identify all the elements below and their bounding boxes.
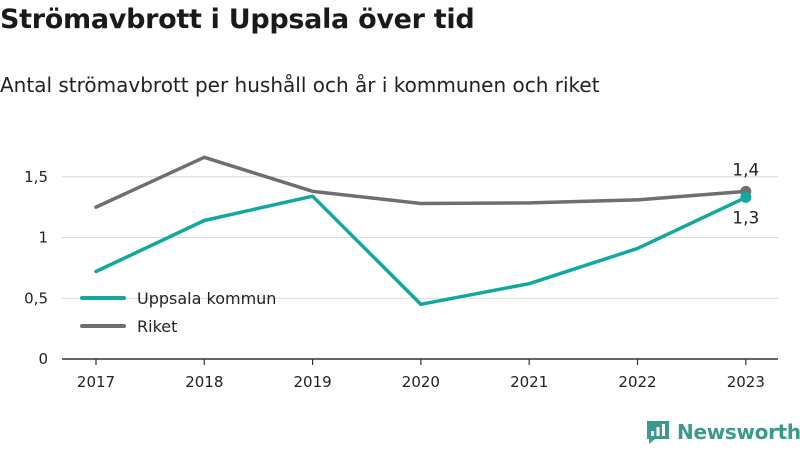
y-tick-label: 1,5 bbox=[24, 168, 48, 186]
x-tick-label: 2021 bbox=[510, 373, 548, 391]
brand-logo: Newsworthy bbox=[645, 419, 800, 445]
y-tick-label: 1 bbox=[38, 229, 48, 247]
brand-name: Newsworthy bbox=[677, 420, 800, 444]
x-tick-label: 2022 bbox=[618, 373, 656, 391]
series-line-uppsala-kommun bbox=[94, 194, 748, 307]
x-tick-label: 2019 bbox=[294, 373, 332, 391]
y-tick-label: 0 bbox=[38, 350, 48, 368]
legend-label-uppsala-kommun: Uppsala kommun bbox=[137, 289, 276, 308]
x-tick-label: 2020 bbox=[402, 373, 440, 391]
chart-subtitle: Antal strömavbrott per hushåll och år i … bbox=[0, 73, 600, 97]
chart-title: Strömavbrott i Uppsala över tid bbox=[0, 4, 475, 35]
x-tick-label: 2017 bbox=[77, 373, 115, 391]
end-label-riket: 1,4 bbox=[732, 160, 759, 180]
x-tick-label: 2018 bbox=[185, 373, 223, 391]
x-tick-label: 2023 bbox=[727, 373, 765, 391]
end-label-uppsala-kommun: 1,3 bbox=[732, 208, 759, 228]
series-line-riket bbox=[94, 155, 748, 209]
y-tick-label: 0,5 bbox=[24, 289, 48, 307]
legend-label-riket: Riket bbox=[137, 317, 177, 336]
end-point-uppsala-kommun bbox=[740, 191, 752, 203]
newsworthy-logo-icon bbox=[647, 421, 669, 444]
